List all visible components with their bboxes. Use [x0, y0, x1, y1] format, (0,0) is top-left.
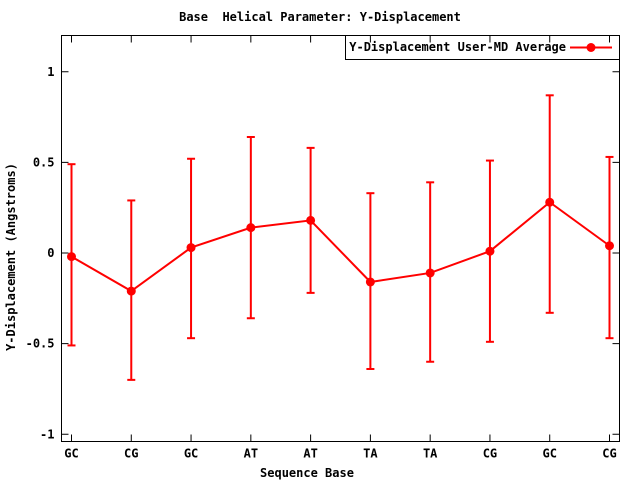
y-axis-label: Y-Displacement (Angstroms) — [4, 163, 18, 351]
data-point — [545, 197, 555, 207]
data-point — [425, 268, 435, 278]
x-tick-label: TA — [363, 447, 378, 461]
data-point — [605, 241, 614, 251]
legend-box — [345, 35, 620, 60]
x-tick-label: CG — [483, 447, 497, 461]
data-point — [365, 277, 375, 287]
x-tick-label: GC — [184, 447, 198, 461]
y-tick-label: 0.5 — [33, 155, 55, 169]
data-point — [67, 252, 76, 262]
x-tick-label: GC — [64, 447, 78, 461]
legend-label: Y-Displacement User-MD Average — [349, 40, 566, 54]
plot-border — [61, 35, 620, 442]
y-tick-label: -1 — [40, 427, 54, 441]
y-tick-label: 0 — [47, 246, 54, 260]
x-tick-label: CG — [602, 447, 616, 461]
data-line — [71, 200, 611, 293]
data-point — [246, 223, 256, 233]
data-point — [186, 243, 196, 253]
x-axis-label: Sequence Base — [260, 466, 354, 480]
x-tick-label: TA — [423, 447, 438, 461]
data-point — [126, 286, 136, 296]
y-tick-label: 1 — [47, 65, 54, 79]
legend-sample-marker — [586, 43, 596, 52]
chart-title: Base Helical Parameter: Y-Displacement — [179, 10, 461, 24]
x-tick-label: GC — [542, 447, 556, 461]
y-tick-label: -0.5 — [26, 337, 55, 351]
x-tick-label: CG — [124, 447, 138, 461]
x-tick-label: AT — [303, 447, 317, 461]
data-point — [306, 215, 316, 225]
data-point — [485, 246, 495, 256]
x-tick-label: AT — [244, 447, 258, 461]
